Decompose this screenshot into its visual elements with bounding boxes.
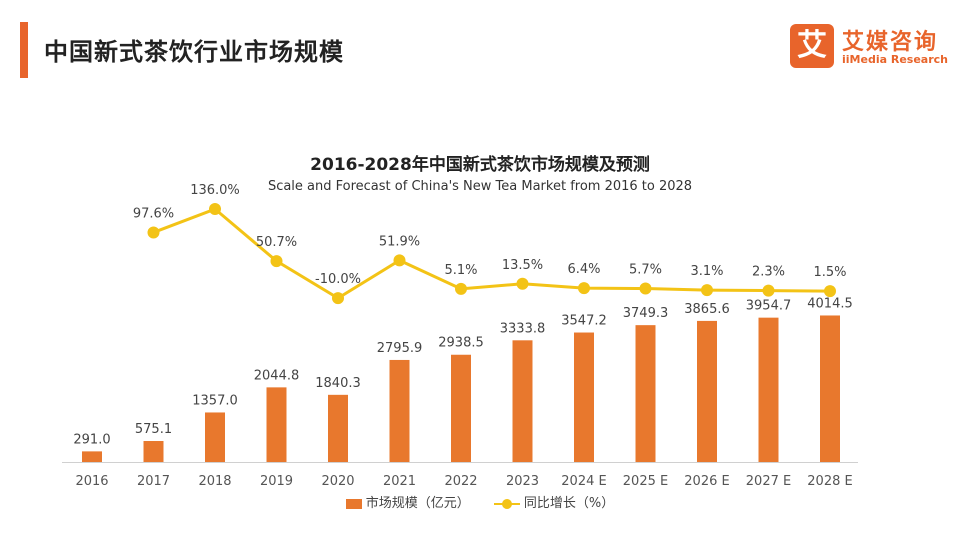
chart-title: 2016-2028年中国新式茶饮市场规模及预测 (310, 155, 650, 175)
growth-point (824, 285, 836, 298)
bar-value-label: 291.0 (73, 432, 110, 447)
bar (266, 387, 287, 462)
growth-value-label: 13.5% (502, 258, 543, 273)
chart-legend: 市场规模（亿元） 同比增长（%） (0, 492, 960, 511)
growth-value-label: 51.9% (379, 234, 420, 249)
growth-value-label: 2.3% (752, 265, 785, 280)
bar (697, 320, 717, 462)
x-tick-label: 2016 (75, 474, 108, 489)
x-tick-label: 2017 (137, 474, 170, 489)
growth-point (393, 254, 406, 267)
logo-english-name: iiMedia Research (842, 53, 948, 66)
growth-point (455, 282, 467, 295)
growth-value-label: 3.1% (690, 264, 723, 279)
bar (389, 359, 410, 462)
title-accent-bar (20, 22, 28, 78)
bar (820, 315, 840, 462)
bar-value-label: 3749.3 (623, 306, 669, 321)
growth-point (516, 277, 529, 290)
growth-value-label: 5.7% (629, 263, 662, 278)
growth-value-label: 6.4% (567, 262, 600, 277)
brand-logo: 艾 艾媒咨询 iiMedia Research (790, 24, 950, 74)
growth-point (762, 284, 775, 297)
x-tick-label: 2020 (321, 474, 354, 489)
legend-bar-label: 市场规模（亿元） (365, 496, 470, 511)
growth-point (332, 292, 344, 305)
x-tick-label: 2022 (444, 474, 477, 489)
growth-value-label: -10.0% (315, 272, 361, 287)
bar (143, 441, 164, 462)
bar (205, 412, 225, 462)
bar (635, 325, 656, 462)
growth-value-label: 136.0% (190, 183, 240, 198)
bar-value-label: 575.1 (135, 422, 172, 437)
bar (82, 451, 102, 462)
x-tick-label: 2025 E (623, 474, 668, 489)
bar-value-label: 3547.2 (561, 314, 607, 329)
legend-line-label: 同比增长（%） (523, 496, 615, 511)
growth-point (147, 226, 160, 239)
growth-point (270, 255, 283, 268)
chart-subtitle: Scale and Forecast of China's New Tea Ma… (267, 179, 693, 194)
growth-point (639, 282, 652, 295)
bar-value-label: 3954.7 (746, 299, 792, 314)
legend-item-line: 同比增长（%） (493, 492, 615, 511)
bar (512, 340, 533, 462)
bar (574, 332, 594, 462)
bar (758, 317, 779, 462)
page-title: 中国新式茶饮行业市场规模 (44, 38, 344, 66)
bar-value-label: 1840.3 (315, 376, 361, 391)
growth-value-label: 1.5% (813, 265, 846, 280)
growth-point (209, 203, 221, 216)
x-tick-label: 2026 E (684, 474, 729, 489)
x-tick-label: 2023 (506, 474, 539, 489)
logo-mark-icon: 艾 (790, 24, 834, 68)
growth-value-label: 50.7% (256, 235, 297, 250)
logo-chinese-name: 艾媒咨询 (842, 30, 939, 55)
bar-value-label: 2938.5 (438, 336, 484, 351)
legend-item-bar: 市场规模（亿元） (345, 492, 470, 511)
x-tick-label: 2027 E (746, 474, 791, 489)
growth-value-label: 5.1% (444, 263, 477, 278)
bar-value-label: 2795.9 (377, 341, 423, 356)
bar-value-label: 3333.8 (500, 321, 546, 336)
legend-line-swatch (493, 498, 520, 510)
legend-bar-swatch (345, 498, 362, 509)
x-tick-label: 2024 E (561, 474, 606, 489)
bar-value-label: 2044.8 (254, 368, 300, 383)
growth-point (578, 282, 590, 295)
bar-value-label: 1357.0 (192, 393, 238, 408)
growth-line (152, 207, 831, 300)
x-tick-label: 2019 (260, 474, 293, 489)
growth-value-label: 97.6% (133, 206, 174, 221)
bar (328, 394, 348, 462)
bar (451, 354, 471, 462)
x-tick-label: 2021 (383, 474, 416, 489)
x-tick-label: 2018 (198, 474, 231, 489)
x-tick-label: 2028 E (807, 474, 852, 489)
bar-value-label: 4014.5 (807, 296, 853, 311)
growth-point (701, 284, 713, 297)
bar-value-label: 3865.6 (684, 302, 730, 317)
